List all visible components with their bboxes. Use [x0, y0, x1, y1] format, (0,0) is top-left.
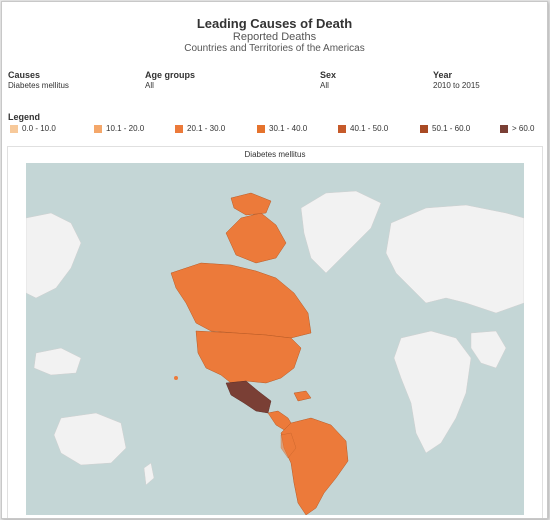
filter-sex[interactable]: Sex All [320, 70, 336, 91]
filter-year[interactable]: Year 2010 to 2015 [433, 70, 480, 91]
country-east-asia[interactable] [26, 212, 82, 299]
country-united-states[interactable] [195, 330, 302, 384]
header: Leading Causes of Death Reported Deaths … [2, 16, 547, 55]
country-southeast-asia[interactable] [33, 347, 82, 376]
legend-title: Legend [8, 112, 41, 122]
page-region: Countries and Territories of the America… [184, 43, 365, 54]
legend-swatch [338, 124, 346, 133]
country-peru[interactable] [280, 432, 297, 459]
country-canada-arctic[interactable] [225, 212, 287, 264]
legend-label: 10.1 - 20.0 [106, 124, 145, 133]
filter-age-groups-value[interactable]: All [145, 81, 154, 90]
filter-causes[interactable]: Causes Diabetes mellitus [8, 70, 69, 91]
country-caribbean[interactable] [293, 390, 312, 402]
legend-item[interactable]: 10.1 - 20.0 [94, 124, 144, 133]
legend-swatch [10, 124, 18, 133]
legend-label: 20.1 - 30.0 [187, 124, 226, 133]
country-eurasia[interactable] [385, 204, 524, 314]
legend-item[interactable]: 50.1 - 60.0 [420, 124, 470, 133]
legend-swatch [94, 124, 102, 133]
legend-swatch [420, 124, 428, 133]
filter-age-groups-label: Age groups [145, 70, 196, 80]
filter-sex-label: Sex [320, 70, 337, 80]
filter-sex-value[interactable]: All [320, 81, 329, 90]
country-new-zealand[interactable] [143, 462, 155, 486]
choropleth-map[interactable] [26, 163, 524, 515]
legend-swatch [257, 124, 265, 133]
map-panel: Diabetes mellitus [7, 146, 543, 518]
page-subtitle: Reported Deaths [232, 31, 317, 43]
legend-item[interactable]: 0.0 - 10.0 [10, 124, 56, 133]
legend-label: 0.0 - 10.0 [22, 124, 56, 133]
legend-item[interactable]: > 60.0 [500, 124, 534, 133]
country-africa[interactable] [393, 330, 472, 454]
country-greenland[interactable] [300, 190, 382, 274]
legend-item[interactable]: 20.1 - 30.0 [175, 124, 225, 133]
country-australia[interactable] [53, 412, 127, 466]
legend-swatch [175, 124, 183, 133]
legend-label: > 60.0 [512, 124, 535, 133]
country-arabia[interactable] [470, 330, 507, 369]
filter-causes-value[interactable]: Diabetes mellitus [8, 81, 69, 90]
legend-item[interactable]: 40.1 - 50.0 [338, 124, 388, 133]
legend-label: 30.1 - 40.0 [269, 124, 308, 133]
country-canada[interactable] [170, 262, 312, 339]
filter-year-value[interactable]: 2010 to 2015 [433, 81, 480, 90]
country-hawaii[interactable] [174, 376, 178, 380]
filter-causes-label: Causes [8, 70, 41, 80]
legend-label: 40.1 - 50.0 [350, 124, 389, 133]
legend-label: 50.1 - 60.0 [432, 124, 471, 133]
filter-age-groups[interactable]: Age groups All [145, 70, 195, 91]
legend-item[interactable]: 30.1 - 40.0 [257, 124, 307, 133]
filter-year-label: Year [433, 70, 453, 80]
map-title: Diabetes mellitus [244, 150, 306, 159]
legend-swatch [500, 124, 508, 133]
country-canada-north[interactable] [230, 192, 272, 216]
page-title: Leading Causes of Death [196, 16, 353, 31]
